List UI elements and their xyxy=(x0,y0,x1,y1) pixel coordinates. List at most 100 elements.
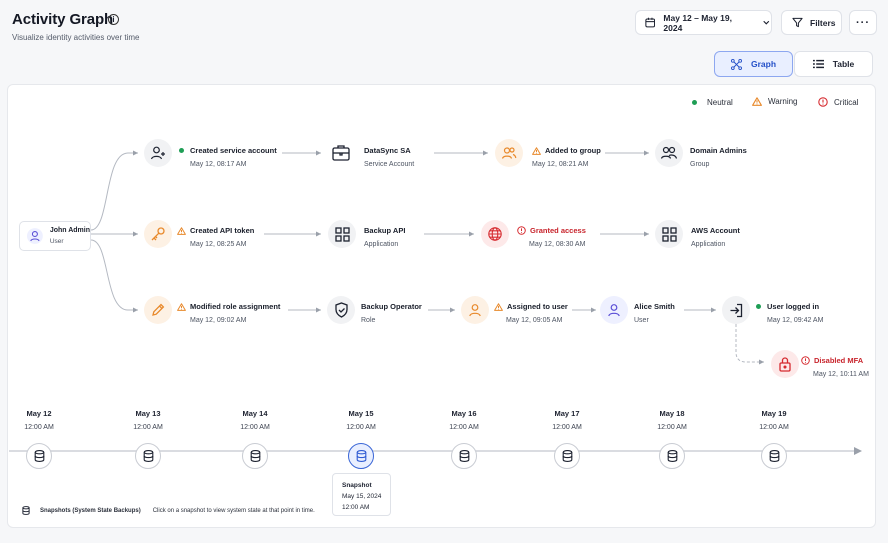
tooltip-title: Snapshot xyxy=(342,482,372,489)
group-icon[interactable] xyxy=(655,139,683,167)
event-title: User logged in xyxy=(767,302,820,311)
timeline-snapshot-may-13[interactable]: May 13 12:00 AM xyxy=(118,409,178,469)
login-icon[interactable] xyxy=(722,296,750,324)
key-icon[interactable] xyxy=(144,220,172,248)
event-granted-access[interactable]: Granted access May 12, 08:30 AM xyxy=(517,226,586,248)
event-time: May 12, 08:30 AM xyxy=(529,241,586,248)
critical-icon xyxy=(801,356,810,365)
entity-sub: Service Account xyxy=(364,161,415,168)
event-assigned-to-user[interactable]: Assigned to user May 12, 09:05 AM xyxy=(494,302,568,324)
database-icon[interactable] xyxy=(242,443,268,469)
snapshot-time: 12:00 AM xyxy=(552,424,582,431)
shield-icon[interactable] xyxy=(327,296,355,324)
legend-critical: Critical xyxy=(818,97,858,107)
pencil-icon[interactable] xyxy=(144,296,172,324)
table-view-label: Table xyxy=(832,59,855,69)
table-view-button[interactable]: Table xyxy=(794,51,873,77)
event-modified-role-assignment[interactable]: Modified role assignment May 12, 09:02 A… xyxy=(177,302,280,324)
legend-critical-label: Critical xyxy=(834,97,859,107)
entity-sub: Application xyxy=(364,241,399,248)
snapshot-date: May 12 xyxy=(26,409,52,418)
database-icon[interactable] xyxy=(761,443,787,469)
database-icon[interactable] xyxy=(348,443,374,469)
warning-icon xyxy=(752,97,762,106)
entity-sub: Group xyxy=(690,161,710,168)
user-icon[interactable] xyxy=(600,296,628,324)
event-created-service-account[interactable]: Created service account May 12, 08:17 AM xyxy=(179,146,277,168)
entity-sub: User xyxy=(634,317,649,324)
filters-button[interactable]: Filters xyxy=(781,10,842,35)
snapshot-tooltip: Snapshot May 15, 2024 12:00 AM xyxy=(332,473,391,516)
timeline-snapshot-may-14[interactable]: May 14 12:00 AM xyxy=(225,409,285,469)
entity-sub: Role xyxy=(361,317,376,324)
snapshot-time: 12:00 AM xyxy=(24,424,54,431)
more-options-button[interactable]: ··· xyxy=(849,10,877,35)
entity-aws-account[interactable]: AWS Account Application xyxy=(691,226,740,248)
lock-icon[interactable] xyxy=(771,350,799,378)
grid-icon[interactable] xyxy=(328,220,356,248)
database-icon[interactable] xyxy=(451,443,477,469)
tooltip-date: May 15, 2024 xyxy=(342,493,382,500)
event-disabled-mfa[interactable]: Disabled MFA May 12, 10:11 AM xyxy=(801,356,869,378)
timeline-snapshot-may-19[interactable]: May 19 12:00 AM xyxy=(744,409,804,469)
user-icon[interactable] xyxy=(461,296,489,324)
event-created-api-token[interactable]: Created API token May 12, 08:25 AM xyxy=(177,226,254,248)
snapshot-date: May 15 xyxy=(348,409,374,418)
event-title: Disabled MFA xyxy=(814,356,864,365)
event-time: May 12, 08:25 AM xyxy=(190,241,247,248)
graph-view-button[interactable]: Graph xyxy=(714,51,793,77)
legend-neutral: Neutral xyxy=(692,98,733,107)
info-icon[interactable]: i xyxy=(108,14,119,25)
graph-view-label: Graph xyxy=(750,59,777,69)
page-title: Activity Graph xyxy=(12,11,114,28)
start-node-name: John Admin xyxy=(49,227,90,234)
event-time: May 12, 10:11 AM xyxy=(813,371,869,378)
start-node-role: User xyxy=(49,238,64,245)
page-subtitle: Visualize identity activities over time xyxy=(12,33,140,42)
warning-icon xyxy=(494,302,503,311)
user-icon xyxy=(27,228,43,244)
database-icon[interactable] xyxy=(554,443,580,469)
timeline-snapshot-may-18[interactable]: May 18 12:00 AM xyxy=(642,409,702,469)
date-range-label: May 12 – May 19, 2024 xyxy=(663,12,732,33)
globe-icon[interactable] xyxy=(481,220,509,248)
event-title: Granted access xyxy=(530,226,586,235)
entity-datasync-sa[interactable]: DataSync SA Service Account xyxy=(364,146,414,168)
database-icon[interactable] xyxy=(26,443,52,469)
event-title: Modified role assignment xyxy=(190,302,281,311)
users-icon[interactable] xyxy=(495,139,523,167)
entity-alice-smith[interactable]: Alice Smith User xyxy=(634,302,675,324)
date-range-picker[interactable]: May 12 – May 19, 2024 xyxy=(635,10,772,35)
event-time: May 12, 08:21 AM xyxy=(532,161,589,168)
entity-title: Backup API xyxy=(364,226,406,235)
footer-hint: Click on a snapshot to view system state… xyxy=(152,507,315,514)
grid-icon[interactable] xyxy=(655,220,683,248)
database-icon[interactable] xyxy=(135,443,161,469)
snapshot-date: May 16 xyxy=(451,409,477,418)
event-time: May 12, 09:02 AM xyxy=(190,317,247,324)
timeline-snapshot-may-16[interactable]: May 16 12:00 AM xyxy=(434,409,494,469)
view-toggle: Graph Table xyxy=(714,51,873,77)
snapshot-date: May 13 xyxy=(135,409,161,418)
snapshot-time: 12:00 AM xyxy=(346,424,376,431)
neutral-dot-icon xyxy=(756,304,761,309)
event-added-to-group[interactable]: Added to group May 12, 08:21 AM xyxy=(532,146,601,168)
entity-backup-operator[interactable]: Backup Operator Role xyxy=(361,302,422,324)
warning-icon xyxy=(177,226,186,235)
filter-icon xyxy=(792,17,803,28)
database-icon[interactable] xyxy=(659,443,685,469)
calendar-icon xyxy=(645,17,656,28)
entity-title: DataSync SA xyxy=(364,146,411,155)
event-user-logged-in[interactable]: User logged in May 12, 09:42 AM xyxy=(756,302,823,324)
timeline-snapshot-may-12[interactable]: May 12 12:00 AM xyxy=(9,409,69,469)
timeline-snapshot-may-15[interactable]: May 15 12:00 AM xyxy=(331,409,391,469)
entity-backup-api[interactable]: Backup API Application xyxy=(364,226,405,248)
snapshot-date: May 14 xyxy=(242,409,268,418)
entity-domain-admins[interactable]: Domain Admins Group xyxy=(690,146,747,168)
timeline-snapshot-may-17[interactable]: May 17 12:00 AM xyxy=(537,409,597,469)
entity-sub: Application xyxy=(691,241,726,248)
user-plus-icon[interactable] xyxy=(144,139,172,167)
start-node-john-admin[interactable]: John Admin User xyxy=(19,221,91,251)
database-icon xyxy=(22,506,30,515)
briefcase-icon xyxy=(328,140,354,171)
